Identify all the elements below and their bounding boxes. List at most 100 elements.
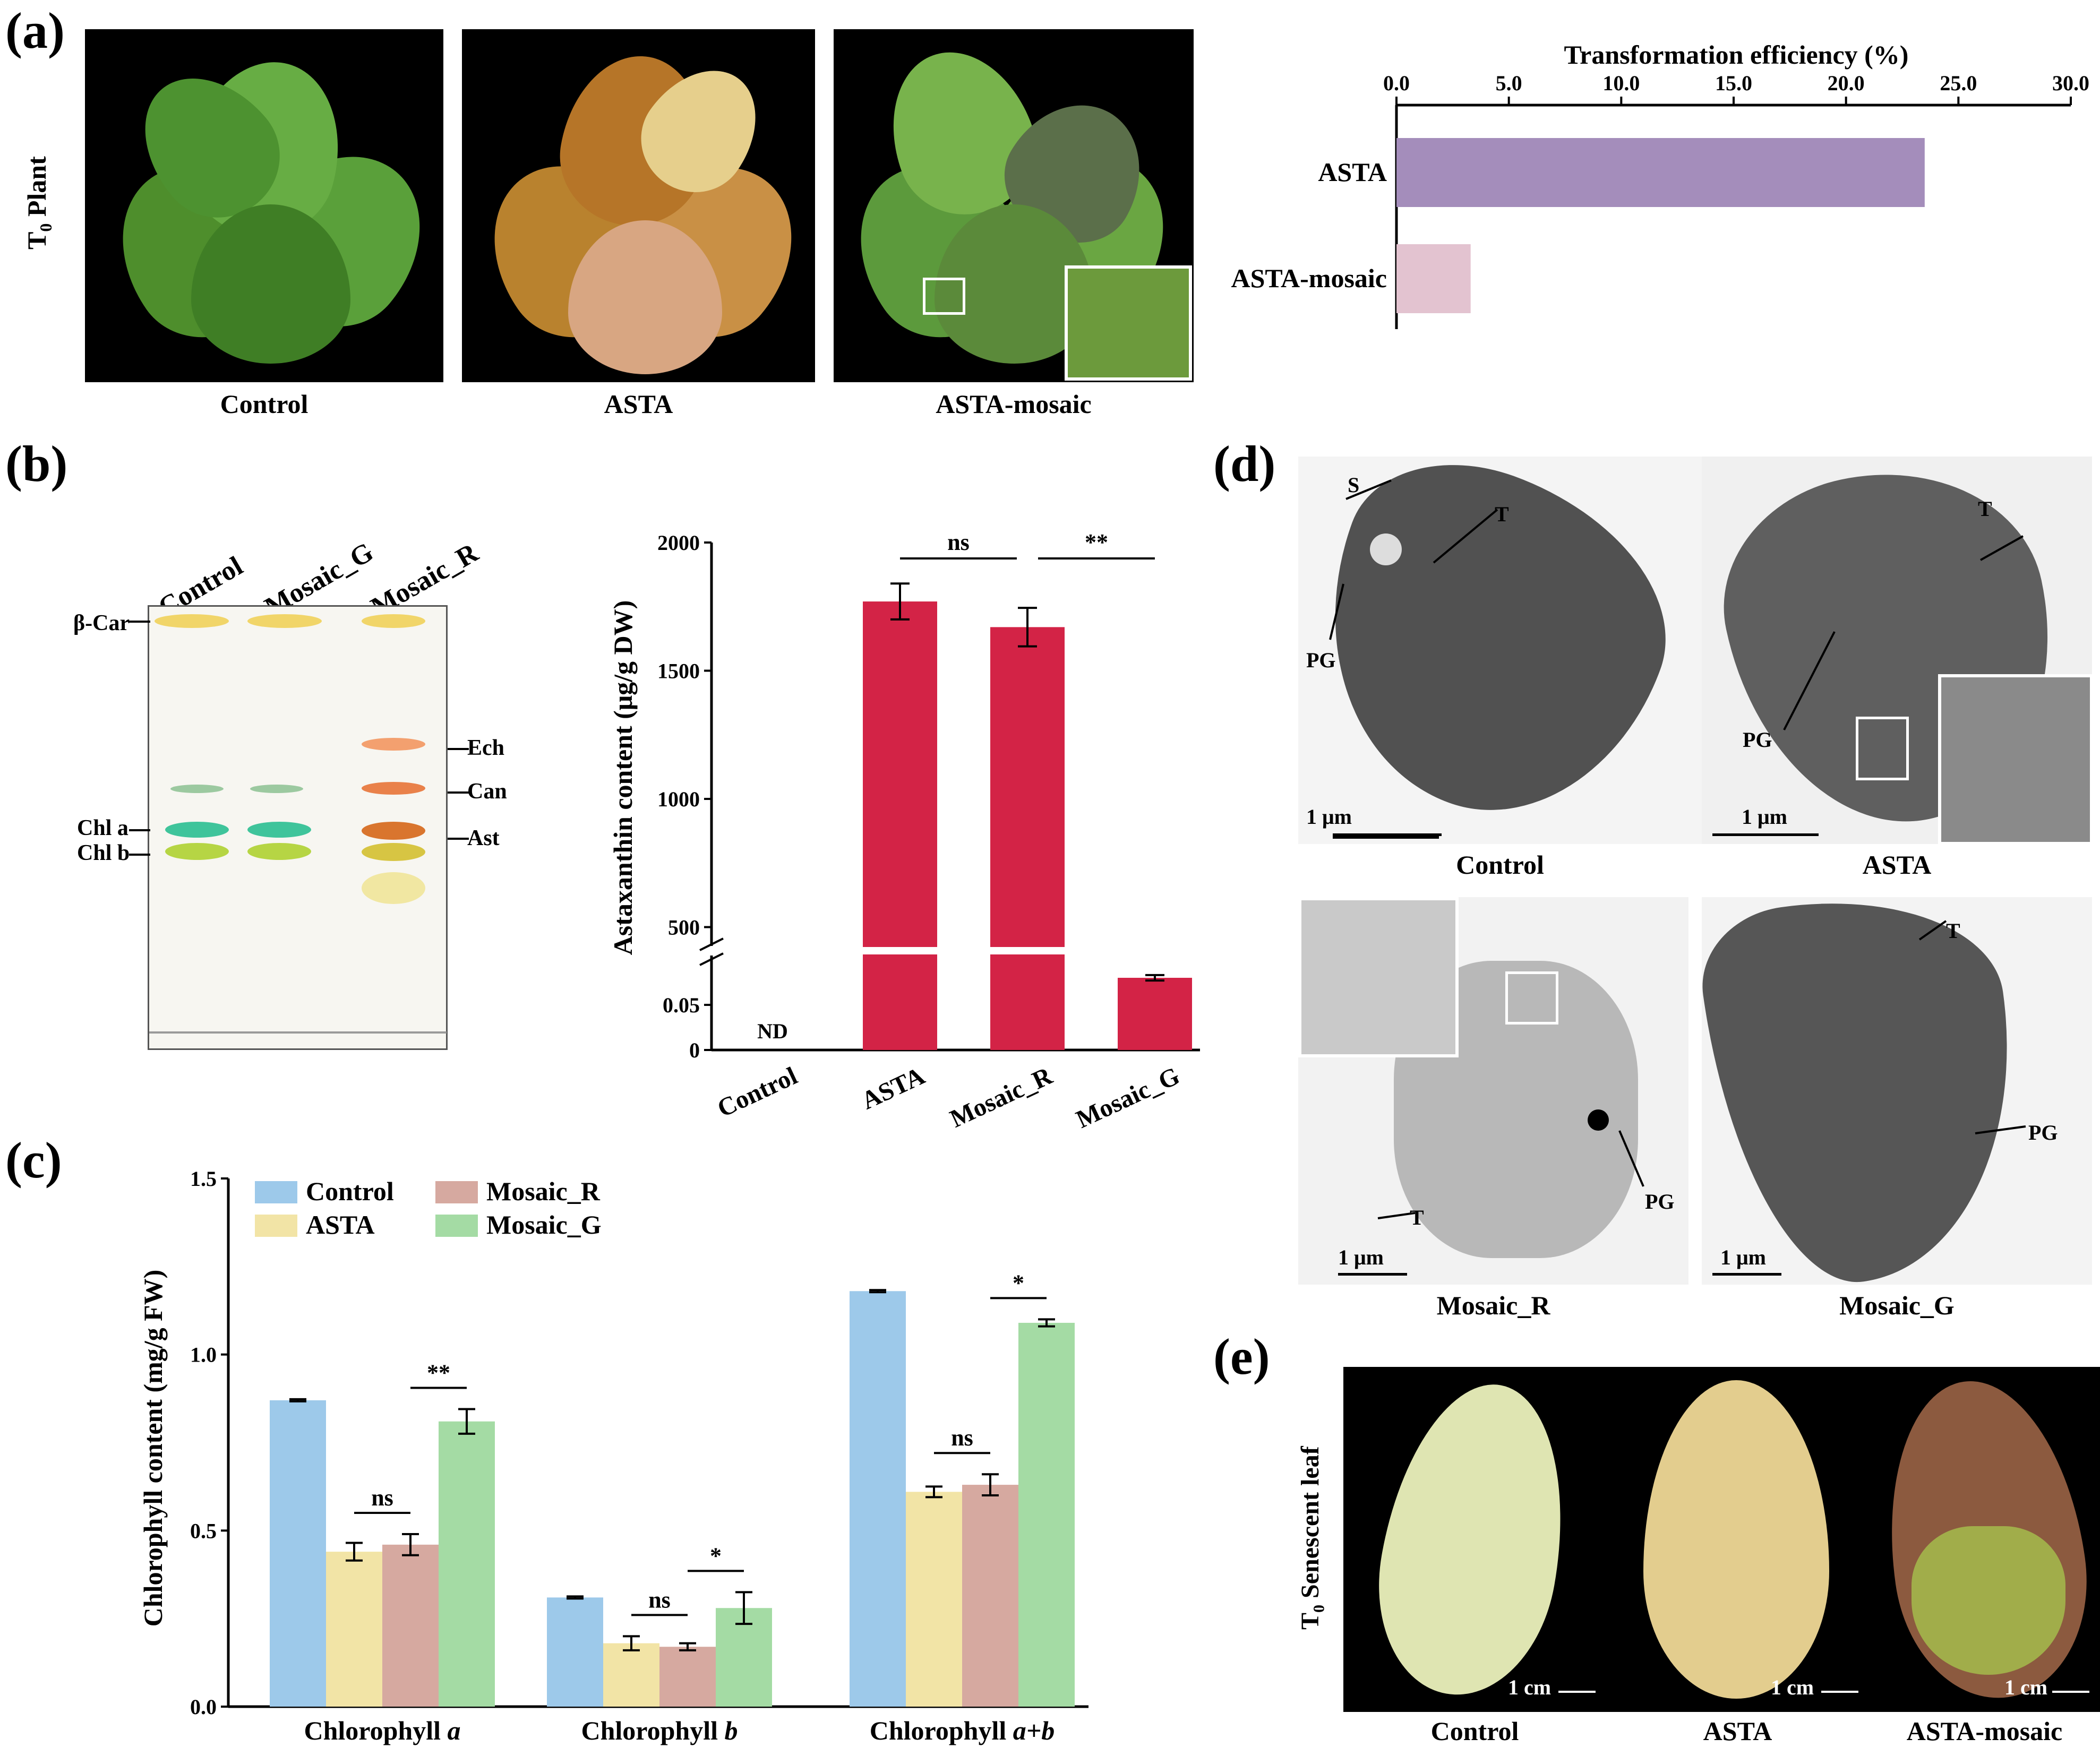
tem-label-t-mosaic-g: T: [1946, 919, 1960, 943]
leaf-caption-asta-mosaic: ASTA-mosaic: [1906, 1716, 2063, 1746]
transformation-chart: Transformation efficiency (%) 0.0 5.0 10.0…: [1231, 40, 2089, 329]
caption-asta-mosaic: ASTA-mosaic: [936, 389, 1092, 419]
row-label-t0-senescent-leaf: T0 Senescent leaf: [1296, 1446, 1328, 1630]
tem-label-s: S: [1348, 473, 1360, 497]
transformation-tick-label: 5.0: [1496, 71, 1522, 95]
tem-mosaic-r: [1298, 897, 1688, 1285]
chlorophyll-bar: [850, 1291, 906, 1707]
tlc-label-can: Can: [467, 779, 507, 804]
chlorophyll-tick-label: 0.0: [190, 1695, 217, 1719]
transformation-tick-label: 20.0: [1828, 71, 1865, 95]
chlorophyll-legend-label: Mosaic_G: [486, 1210, 602, 1239]
tem-mosaic-g: [1702, 897, 2092, 1285]
leaf-scale-asta-mosaic: 1 cm: [2004, 1675, 2048, 1699]
transformation-tick-label: 30.0: [2052, 71, 2089, 95]
chlorophyll-bar: [603, 1643, 659, 1707]
chlorophyll-legend-swatch: [435, 1181, 478, 1203]
panel-letter-a: (a): [5, 2, 65, 59]
tlc-plate: [148, 605, 448, 1050]
tem-scale-mosaic-g: 1 μm: [1720, 1245, 1766, 1269]
transformation-tick-label: 10.0: [1602, 71, 1640, 95]
chlorophyll-bar: [439, 1421, 495, 1707]
astaxanthin-category-label: Mosaic_G: [1072, 1062, 1184, 1134]
caption-asta: ASTA: [604, 389, 673, 419]
tem-scale-asta: 1 μm: [1742, 805, 1787, 829]
leaf-scale-asta: 1 cm: [1771, 1675, 1814, 1699]
astaxanthin-axis-break: [699, 937, 724, 951]
transformation-bar: [1396, 138, 1925, 207]
leaf-caption-control: Control: [1430, 1716, 1519, 1746]
tem-scale-mosaic-r: 1 μm: [1338, 1245, 1384, 1269]
astaxanthin-tick-label: 0: [689, 1038, 700, 1062]
chlorophyll-significance-label: ns: [951, 1425, 973, 1451]
chlorophyll-legend-label: Mosaic_R: [486, 1176, 601, 1206]
chlorophyll-legend-swatch: [435, 1215, 478, 1237]
tlc-label-beta-car: β-Car: [73, 611, 130, 635]
caption-control: Control: [220, 389, 308, 419]
chlorophyll-bar: [382, 1544, 439, 1707]
photo-asta-mosaic-plant: [834, 29, 1194, 382]
astaxanthin-bar: [990, 627, 1065, 1050]
astaxanthin-category-label: ASTA: [857, 1062, 929, 1115]
tem-asta: [1702, 457, 2092, 844]
leaf-caption-asta: ASTA: [1703, 1716, 1772, 1746]
chlorophyll-legend-label: Control: [306, 1176, 394, 1206]
tlc-label-ech: Ech: [467, 736, 505, 760]
chlorophyll-legend-swatch: [255, 1181, 297, 1203]
row-label-t0-plant: T0 Plant: [22, 156, 55, 249]
chlorophyll-tick-label: 1.0: [190, 1343, 217, 1367]
astaxanthin-axis-break: [699, 952, 724, 966]
panel-letter-b: (b): [5, 435, 68, 492]
astaxanthin-bar-break: [989, 947, 1066, 954]
chlorophyll-category-label: Chlorophyll a+b: [870, 1716, 1055, 1745]
astaxanthin-value-label: ND: [757, 1019, 788, 1043]
astaxanthin-tick-label: 1500: [657, 659, 700, 683]
astaxanthin-y-label: Astaxanthin content (μg/g DW): [608, 600, 638, 956]
transformation-tick-label: 15.0: [1715, 71, 1752, 95]
tem-caption-mosaic-g: Mosaic_G: [1839, 1290, 1955, 1320]
chlorophyll-significance-label: ns: [371, 1485, 393, 1511]
chlorophyll-bar: [326, 1552, 382, 1707]
photo-senescent-control: [1343, 1367, 1606, 1712]
astaxanthin-tick-label: 0.05: [663, 993, 700, 1017]
transformation-category-label: ASTA-mosaic: [1231, 263, 1387, 293]
astaxanthin-significance-label: **: [1085, 529, 1108, 555]
chlorophyll-significance-label: *: [710, 1543, 722, 1569]
chlorophyll-significance-label: **: [427, 1359, 450, 1385]
tem-arrows: [1329, 479, 2026, 1219]
photo-asta-plant: [462, 29, 815, 382]
astaxanthin-tick-label: 2000: [657, 531, 700, 555]
chlorophyll-bar: [270, 1400, 326, 1707]
astaxanthin-bar: [863, 601, 937, 1050]
photo-senescent-asta: [1606, 1367, 1869, 1712]
chlorophyll-bar: [1018, 1322, 1075, 1707]
photo-senescent-asta-mosaic: [1869, 1367, 2100, 1712]
astaxanthin-tick-label: 1000: [657, 787, 700, 811]
chlorophyll-bar: [547, 1597, 603, 1707]
chlorophyll-bar: [962, 1485, 1018, 1707]
astaxanthin-category-label: Control: [713, 1062, 802, 1123]
panel-letter-e: (e): [1213, 1328, 1270, 1385]
tlc-label-chl-a: Chl a: [77, 816, 128, 840]
chlorophyll-y-label: Chlorophyll content (mg/g FW): [138, 1270, 168, 1627]
tem-caption-mosaic-r: Mosaic_R: [1436, 1290, 1550, 1320]
panel-letter-c: (c): [5, 1132, 62, 1189]
transformation-category-label: ASTA: [1318, 157, 1387, 187]
panel-letter-d: (d): [1213, 435, 1276, 492]
tem-label-t-asta: T: [1978, 497, 1992, 521]
astaxanthin-significance-label: ns: [947, 529, 970, 555]
transformation-tick-label: 0.0: [1383, 71, 1410, 95]
transformation-title: Transformation efficiency (%): [1564, 40, 1909, 70]
chlorophyll-significance-label: ns: [648, 1587, 671, 1613]
leaf-scale-control: 1 cm: [1508, 1675, 1552, 1699]
astaxanthin-bar: [1118, 978, 1192, 1050]
chlorophyll-tick-label: 0.5: [190, 1519, 217, 1543]
chlorophyll-significance-label: *: [1013, 1270, 1024, 1296]
chlorophyll-category-label: Chlorophyll b: [581, 1716, 738, 1745]
tem-label-t-control: T: [1495, 502, 1509, 526]
transformation-tick-label: 25.0: [1940, 71, 1977, 95]
photo-control-plant: [85, 29, 443, 382]
chlorophyll-chart: Chlorophyll content (mg/g FW) 0.0 0.5 1.0 1…: [138, 1167, 1088, 1745]
tem-control: [1298, 457, 1702, 844]
tlc-label-chl-b: Chl b: [77, 841, 130, 865]
